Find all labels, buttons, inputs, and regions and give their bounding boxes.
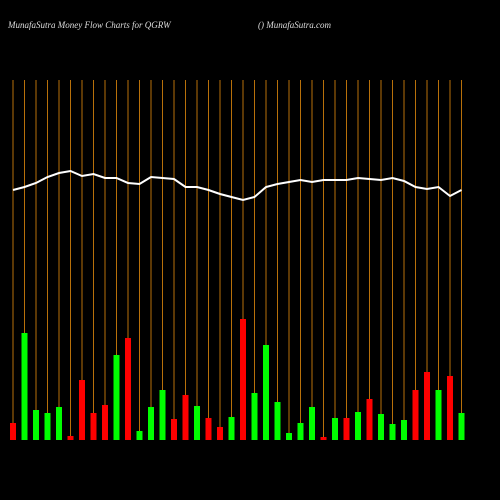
bar	[67, 436, 74, 440]
bar	[389, 424, 396, 440]
bar	[148, 407, 154, 440]
bar	[113, 355, 120, 440]
chart-title: MunafaSutra Money Flow Charts for QGRW	[7, 20, 172, 30]
bar	[309, 407, 315, 440]
bar	[136, 431, 143, 440]
bar	[297, 423, 304, 440]
bar	[44, 413, 51, 440]
bar	[79, 380, 85, 440]
bar	[171, 419, 177, 440]
bar	[205, 418, 212, 440]
bar	[343, 418, 350, 440]
bar	[447, 376, 453, 440]
bar	[366, 399, 373, 440]
bar	[332, 418, 338, 440]
bar	[401, 420, 407, 440]
bar	[217, 427, 223, 440]
bar	[263, 345, 269, 440]
bar	[159, 390, 166, 440]
bar	[412, 390, 419, 440]
bar	[56, 407, 62, 440]
bar	[90, 413, 97, 440]
bar	[194, 406, 200, 440]
bar	[182, 395, 189, 440]
bar	[228, 417, 235, 440]
bar	[102, 405, 108, 440]
bar	[458, 413, 465, 440]
bar	[10, 423, 16, 440]
bar	[320, 437, 327, 440]
bar	[240, 319, 246, 440]
flow-line	[12, 169, 462, 202]
chart-subtitle: () MunafaSutra.com	[258, 20, 331, 30]
bar	[125, 338, 131, 440]
bar	[251, 393, 258, 440]
bar	[21, 333, 28, 440]
bar	[378, 414, 384, 440]
bar	[424, 372, 430, 440]
bar	[274, 402, 281, 440]
bar	[286, 433, 292, 440]
bar	[435, 390, 442, 440]
bar	[355, 412, 361, 440]
bar	[33, 410, 39, 440]
